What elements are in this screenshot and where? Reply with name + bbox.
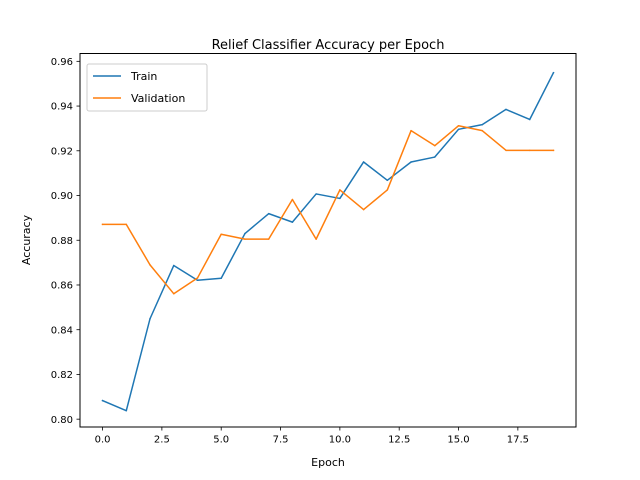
x-tick-label: 2.5 — [154, 435, 170, 446]
data-point-train — [149, 318, 151, 320]
y-tick-label: 0.88 — [51, 236, 73, 247]
x-tick-label: 17.5 — [507, 435, 529, 446]
x-tick-label: 0.0 — [95, 435, 111, 446]
data-point-train — [267, 212, 270, 215]
y-tick-label: 0.96 — [51, 57, 73, 68]
y-tick-label: 0.90 — [51, 191, 73, 202]
data-point-train — [410, 161, 412, 163]
data-point-train — [339, 197, 341, 200]
data-point-validation — [410, 129, 412, 132]
data-point-train — [291, 221, 294, 223]
y-tick-label: 0.84 — [51, 325, 73, 336]
x-axis-ticks: 0.0 2.5 5.0 7.5 10.0 12.5 15.0 17.5 — [95, 427, 529, 446]
data-point-train — [505, 108, 507, 111]
data-point-validation — [434, 144, 436, 147]
x-tick-label: 10.0 — [329, 435, 351, 446]
data-point-train — [244, 232, 246, 235]
legend: Train Validation — [86, 63, 208, 112]
data-point-train — [101, 399, 104, 402]
y-tick-label: 0.92 — [51, 146, 73, 157]
x-axis-label: Epoch — [311, 456, 345, 469]
data-point-validation — [528, 149, 531, 152]
data-point-validation — [196, 277, 199, 279]
y-axis-label: Accuracy — [20, 214, 33, 265]
data-point-train — [434, 156, 436, 158]
data-point-train — [481, 123, 484, 126]
data-point-validation — [386, 189, 389, 191]
x-tick-label: 15.0 — [447, 435, 469, 446]
data-point-train — [125, 409, 128, 412]
data-point-train — [220, 277, 222, 280]
data-point-train — [196, 279, 199, 282]
data-point-validation — [362, 208, 365, 211]
data-point-validation — [220, 233, 222, 235]
data-point-train — [552, 71, 555, 74]
legend-label-validation: Validation — [131, 92, 185, 105]
y-tick-label: 0.94 — [51, 102, 73, 113]
data-point-validation — [125, 223, 128, 226]
data-point-train — [457, 128, 460, 131]
data-point-validation — [244, 238, 246, 240]
data-point-validation — [315, 238, 317, 240]
series-line-train — [101, 71, 555, 412]
data-point-train — [362, 161, 365, 163]
legend-label-train: Train — [130, 70, 157, 83]
data-point-train — [528, 118, 531, 121]
y-axis-ticks: 0.80 0.82 0.84 0.86 0.88 0.90 0.92 0.94 0.96 — [51, 57, 80, 426]
series-line-validation — [101, 124, 555, 295]
data-point-train — [386, 179, 389, 182]
data-point-validation — [339, 189, 341, 191]
x-tick-label: 12.5 — [388, 435, 410, 446]
data-point-validation — [172, 292, 175, 295]
x-tick-label: 7.5 — [273, 435, 289, 446]
data-point-validation — [505, 149, 507, 152]
y-tick-label: 0.86 — [51, 281, 73, 292]
data-point-train — [172, 264, 175, 267]
y-tick-label: 0.82 — [51, 370, 73, 381]
data-point-train — [315, 193, 317, 195]
chart-title: Relief Classifier Accuracy per Epoch — [212, 38, 445, 53]
y-tick-label: 0.80 — [51, 415, 73, 426]
data-point-validation — [291, 198, 294, 201]
data-point-validation — [267, 238, 270, 240]
data-point-validation — [552, 149, 555, 152]
plot-lines — [101, 71, 555, 412]
data-point-validation — [481, 129, 484, 132]
data-point-validation — [149, 264, 151, 266]
x-tick-label: 5.0 — [213, 435, 229, 446]
data-point-validation — [457, 124, 460, 127]
data-point-validation — [101, 223, 104, 226]
